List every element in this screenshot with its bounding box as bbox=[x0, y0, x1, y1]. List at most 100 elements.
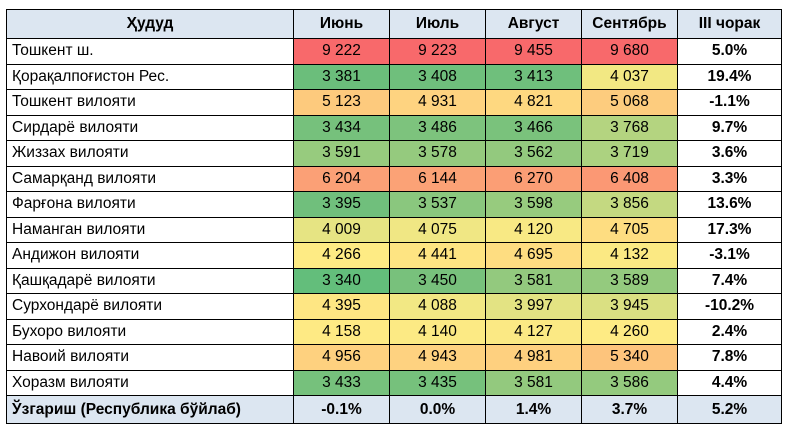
change-cell: 7.8% bbox=[677, 344, 782, 371]
value-cell: 4 441 bbox=[389, 242, 486, 269]
value-cell: 3 435 bbox=[389, 369, 486, 396]
value-cell: 4 981 bbox=[485, 344, 582, 371]
value-cell: 3 768 bbox=[581, 114, 678, 141]
total-label: Ўзгариш (Республика бўйлаб) bbox=[6, 395, 294, 424]
value-cell: 4 956 bbox=[293, 344, 390, 371]
value-cell: 6 270 bbox=[485, 165, 582, 192]
value-cell: 4 075 bbox=[389, 216, 486, 243]
change-cell: 2.4% bbox=[677, 318, 782, 345]
value-cell: 3 395 bbox=[293, 191, 390, 218]
region-cell: Навоий вилояти bbox=[6, 344, 294, 371]
region-cell: Тошкент ш. bbox=[6, 38, 294, 65]
value-cell: 4 395 bbox=[293, 293, 390, 320]
value-cell: 5 340 bbox=[581, 344, 678, 371]
change-cell: -10.2% bbox=[677, 293, 782, 320]
value-cell: 4 037 bbox=[581, 63, 678, 90]
total-change-august: 1.4% bbox=[485, 395, 582, 424]
value-cell: 9 223 bbox=[389, 38, 486, 65]
region-cell: Қашқадарё вилояти bbox=[6, 267, 294, 294]
table-row: Қашқадарё вилояти 3 340 3 450 3 581 3 58… bbox=[6, 267, 782, 294]
value-cell: 4 132 bbox=[581, 242, 678, 269]
table-row: Жиззах вилояти 3 591 3 578 3 562 3 719 3… bbox=[6, 140, 782, 167]
change-cell: -1.1% bbox=[677, 89, 782, 116]
data-table-container: Ҳудуд Июнь Июль Август Сентябрь III чора… bbox=[6, 9, 782, 424]
change-cell: 3.6% bbox=[677, 140, 782, 167]
value-cell: 4 009 bbox=[293, 216, 390, 243]
value-cell: 9 680 bbox=[581, 38, 678, 65]
value-cell: 3 450 bbox=[389, 267, 486, 294]
table-row: Сурхондарё вилояти 4 395 4 088 3 997 3 9… bbox=[6, 293, 782, 320]
region-cell: Жиззах вилояти bbox=[6, 140, 294, 167]
value-cell: 3 340 bbox=[293, 267, 390, 294]
value-cell: 4 943 bbox=[389, 344, 486, 371]
value-cell: 4 695 bbox=[485, 242, 582, 269]
table-row: Андижон вилояти 4 266 4 441 4 695 4 132 … bbox=[6, 242, 782, 269]
region-cell: Сурхондарё вилояти bbox=[6, 293, 294, 320]
table-row: Қорақалпоғистон Рес. 3 381 3 408 3 413 4… bbox=[6, 63, 782, 90]
change-cell: 19.4% bbox=[677, 63, 782, 90]
value-cell: 3 581 bbox=[485, 267, 582, 294]
value-cell: 3 433 bbox=[293, 369, 390, 396]
value-cell: 3 408 bbox=[389, 63, 486, 90]
value-cell: 3 997 bbox=[485, 293, 582, 320]
change-cell: 5.0% bbox=[677, 38, 782, 65]
table-row: Фарғона вилояти 3 395 3 537 3 598 3 856 … bbox=[6, 191, 782, 218]
value-cell: 6 408 bbox=[581, 165, 678, 192]
header-row: Ҳудуд Июнь Июль Август Сентябрь III чора… bbox=[6, 9, 782, 39]
total-row: Ўзгариш (Республика бўйлаб) -0.1% 0.0% 1… bbox=[6, 395, 782, 424]
region-cell: Қорақалпоғистон Рес. bbox=[6, 63, 294, 90]
value-cell: 6 144 bbox=[389, 165, 486, 192]
value-cell: 3 589 bbox=[581, 267, 678, 294]
table-row: Хоразм вилояти 3 433 3 435 3 581 3 586 4… bbox=[6, 369, 782, 396]
header-september: Сентябрь bbox=[581, 9, 678, 39]
value-cell: 4 140 bbox=[389, 318, 486, 345]
value-cell: 3 586 bbox=[581, 369, 678, 396]
value-cell: 5 123 bbox=[293, 89, 390, 116]
table-row: Тошкент ш. 9 222 9 223 9 455 9 680 5.0% bbox=[6, 38, 782, 65]
value-cell: 3 486 bbox=[389, 114, 486, 141]
table-row: Навоий вилояти 4 956 4 943 4 981 5 340 7… bbox=[6, 344, 782, 371]
region-cell: Фарғона вилояти bbox=[6, 191, 294, 218]
region-cell: Хоразм вилояти bbox=[6, 369, 294, 396]
value-cell: 3 562 bbox=[485, 140, 582, 167]
value-cell: 3 945 bbox=[581, 293, 678, 320]
change-cell: 7.4% bbox=[677, 267, 782, 294]
value-cell: 6 204 bbox=[293, 165, 390, 192]
change-cell: -3.1% bbox=[677, 242, 782, 269]
header-q3-change: III чорак bbox=[677, 9, 782, 39]
value-cell: 4 120 bbox=[485, 216, 582, 243]
table-row: Сирдарё вилояти 3 434 3 486 3 466 3 768 … bbox=[6, 114, 782, 141]
value-cell: 4 260 bbox=[581, 318, 678, 345]
value-cell: 9 222 bbox=[293, 38, 390, 65]
value-cell: 3 413 bbox=[485, 63, 582, 90]
value-cell: 4 821 bbox=[485, 89, 582, 116]
region-cell: Бухоро вилояти bbox=[6, 318, 294, 345]
total-change-june: -0.1% bbox=[293, 395, 390, 424]
region-cell: Андижон вилояти bbox=[6, 242, 294, 269]
value-cell: 3 381 bbox=[293, 63, 390, 90]
header-july: Июль bbox=[389, 9, 486, 39]
total-change-july: 0.0% bbox=[389, 395, 486, 424]
value-cell: 3 466 bbox=[485, 114, 582, 141]
value-cell: 3 537 bbox=[389, 191, 486, 218]
value-cell: 4 931 bbox=[389, 89, 486, 116]
region-cell: Наманган вилояти bbox=[6, 216, 294, 243]
value-cell: 3 581 bbox=[485, 369, 582, 396]
region-cell: Самарқанд вилояти bbox=[6, 165, 294, 192]
change-cell: 13.6% bbox=[677, 191, 782, 218]
value-cell: 3 434 bbox=[293, 114, 390, 141]
value-cell: 4 158 bbox=[293, 318, 390, 345]
change-cell: 4.4% bbox=[677, 369, 782, 396]
header-region: Ҳудуд bbox=[6, 9, 294, 39]
region-cell: Тошкент вилояти bbox=[6, 89, 294, 116]
change-cell: 17.3% bbox=[677, 216, 782, 243]
header-august: Август bbox=[485, 9, 582, 39]
value-cell: 4 088 bbox=[389, 293, 486, 320]
change-cell: 3.3% bbox=[677, 165, 782, 192]
regional-price-table: Ҳудуд Июнь Июль Август Сентябрь III чора… bbox=[6, 9, 782, 424]
value-cell: 5 068 bbox=[581, 89, 678, 116]
value-cell: 3 598 bbox=[485, 191, 582, 218]
value-cell: 4 705 bbox=[581, 216, 678, 243]
value-cell: 3 591 bbox=[293, 140, 390, 167]
table-row: Тошкент вилояти 5 123 4 931 4 821 5 068 … bbox=[6, 89, 782, 116]
